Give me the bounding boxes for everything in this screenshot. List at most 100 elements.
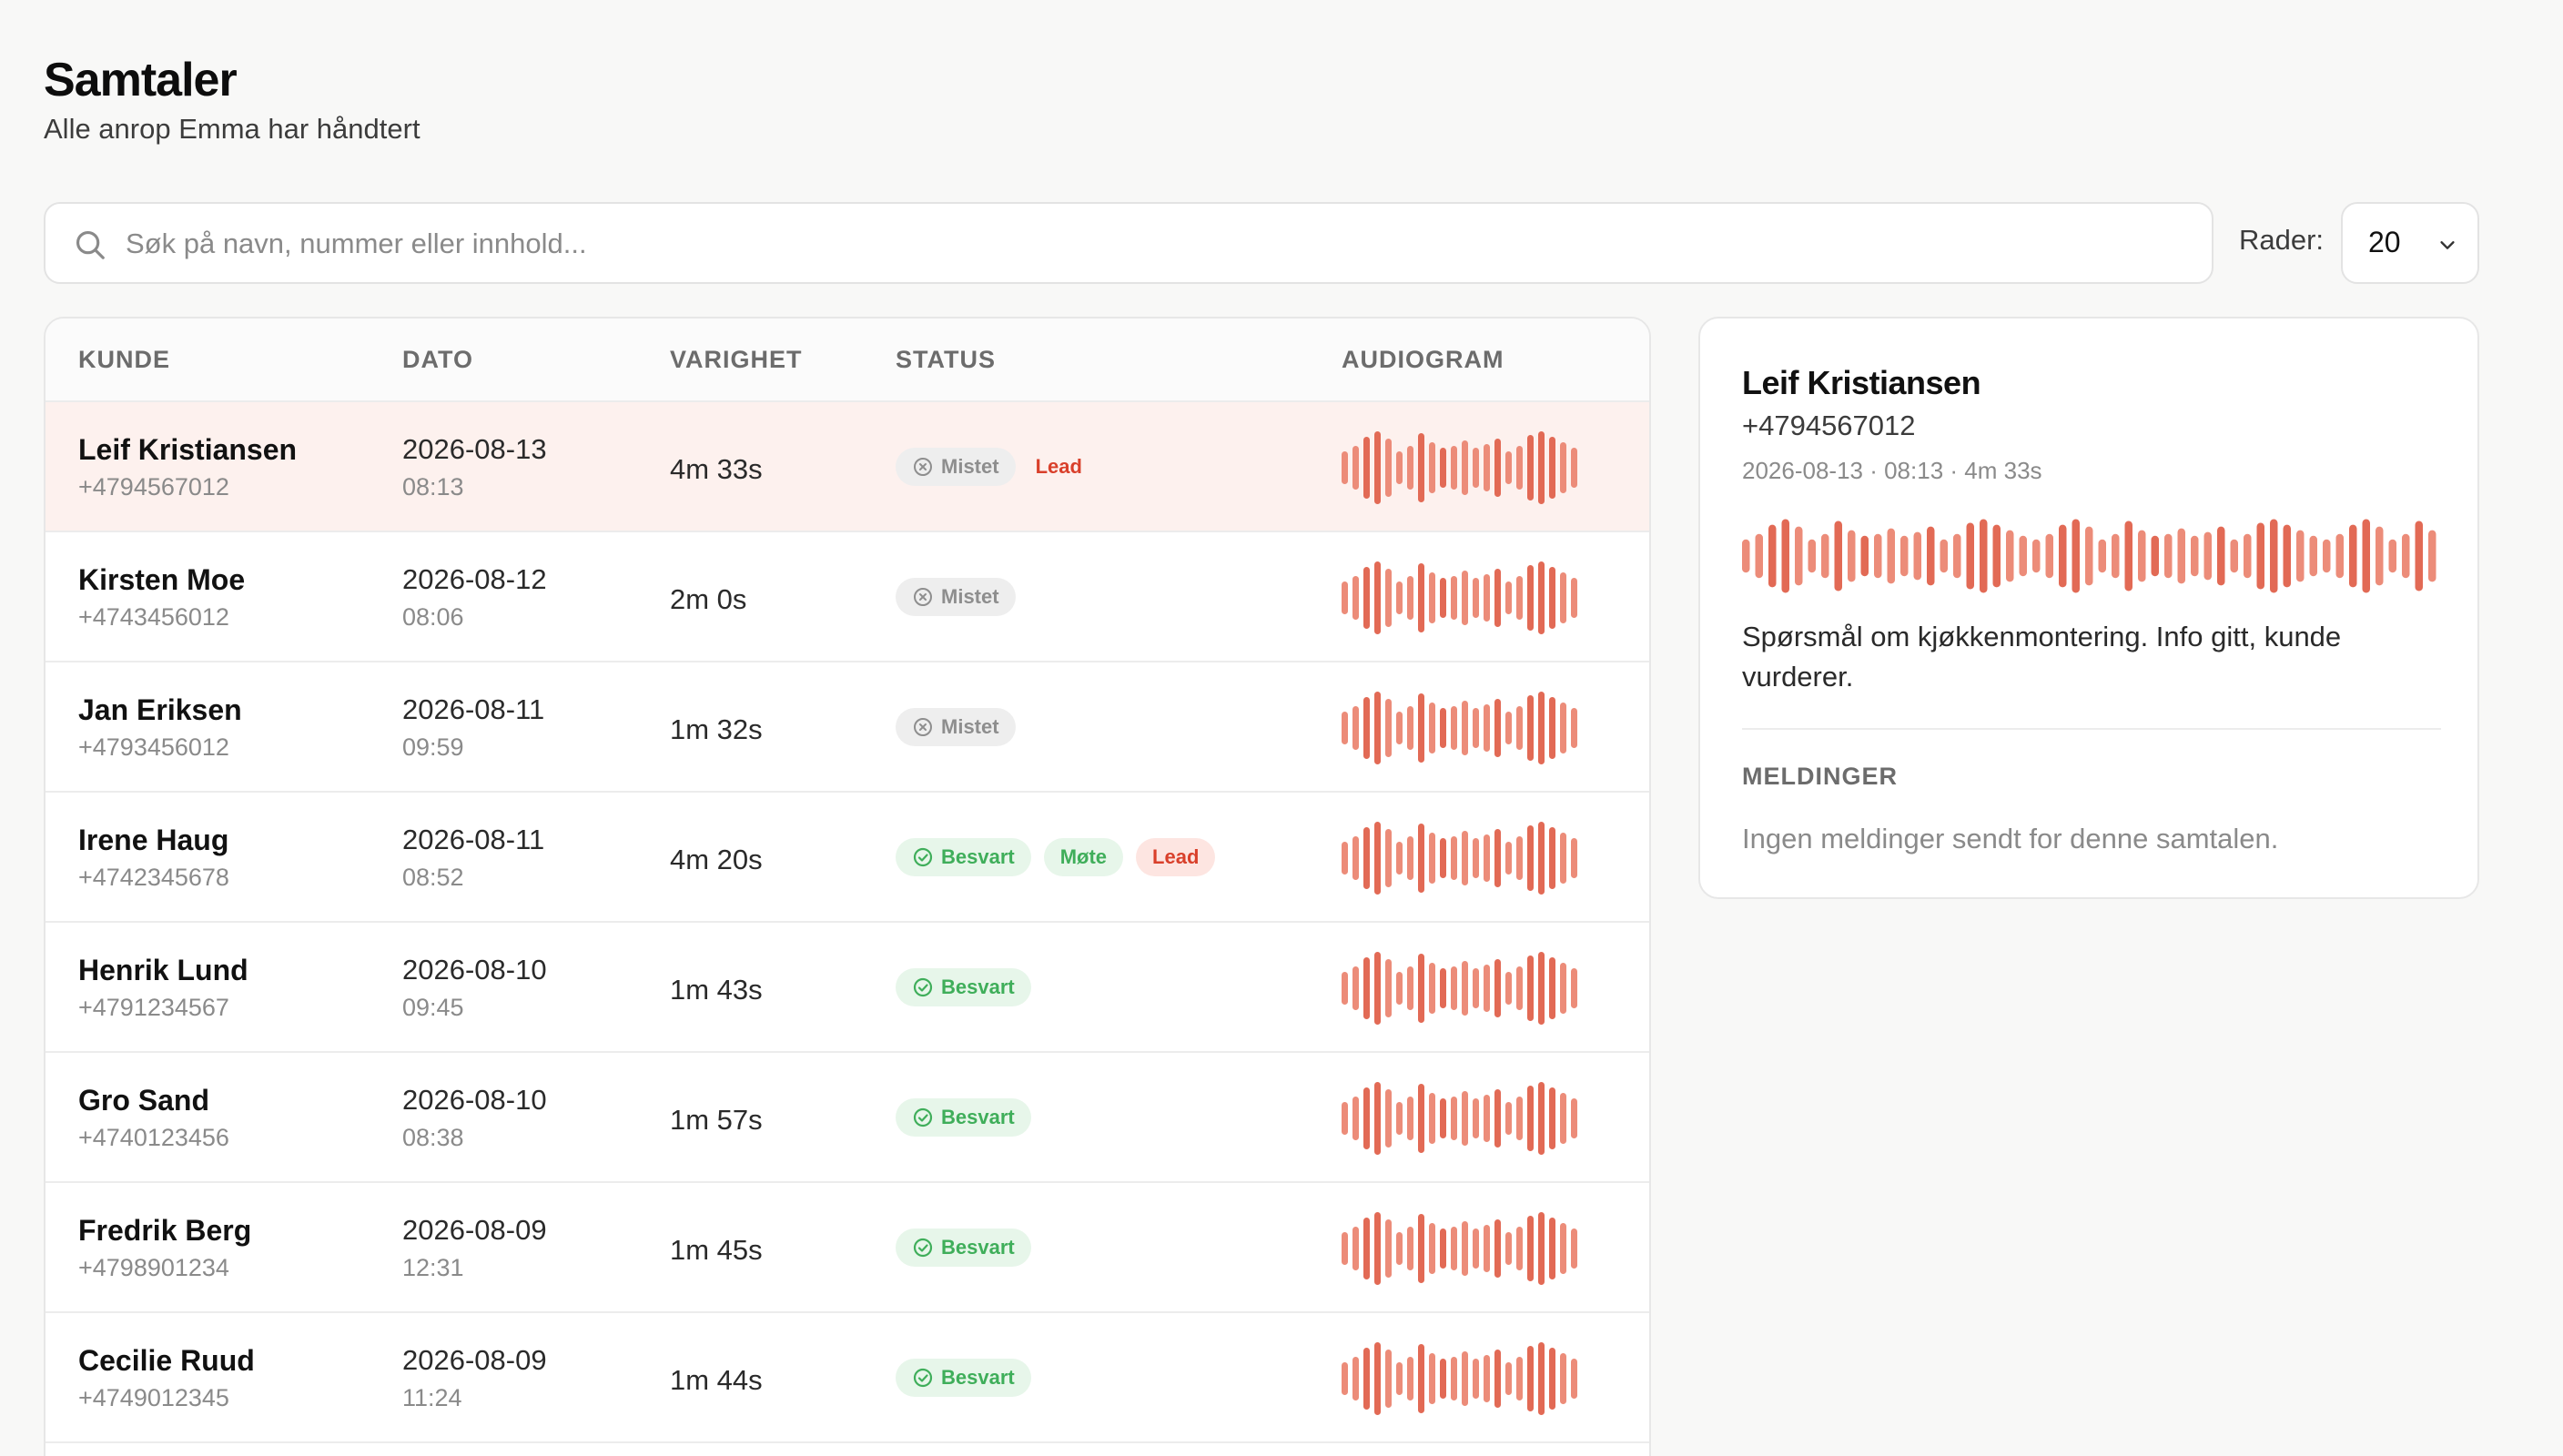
status-cell: Besvart <box>896 968 1031 1006</box>
waveform-bar <box>1396 712 1403 744</box>
waveform-bar <box>1966 522 1974 590</box>
waveform-bar <box>2230 539 2238 573</box>
column-header-status[interactable]: STATUS <box>896 346 996 373</box>
customer-phone: +4794567012 <box>78 473 229 500</box>
status-badge-label: Besvart <box>941 1236 1015 1259</box>
waveform-bar <box>1396 1362 1403 1395</box>
table-row[interactable]: Kirsten Moe +4743456012 2026-08-12 08:06 2m … <box>46 532 1649 662</box>
detail-customer-name: Leif Kristiansen <box>1742 364 1981 401</box>
call-duration: 1m 43s <box>670 974 763 1006</box>
waveform-bar <box>1549 567 1555 629</box>
waveform-bar <box>1505 1102 1512 1135</box>
status-badge: Møte <box>1043 838 1124 876</box>
call-duration: 4m 20s <box>670 844 763 875</box>
row-audiogram[interactable] <box>1342 952 1578 1025</box>
waveform-bar <box>2428 530 2436 582</box>
waveform-bar <box>1451 1097 1457 1140</box>
table-body: Leif Kristiansen +4794567012 2026-08-13 08:… <box>46 402 1649 1443</box>
status-badge-label: Besvart <box>941 845 1015 868</box>
status-badge: Besvart <box>896 1359 1031 1397</box>
call-date: 2026-08-11 <box>402 824 545 855</box>
call-time: 11:24 <box>402 1384 462 1411</box>
waveform-bar <box>1451 836 1457 880</box>
customer-phone: +4749012345 <box>78 1384 229 1411</box>
waveform-bar <box>2191 535 2199 577</box>
status-badge: Lead <box>1028 448 1089 486</box>
table-row[interactable]: Gro Sand +4740123456 2026-08-10 08:38 1m 57s… <box>46 1053 1649 1183</box>
row-audiogram[interactable] <box>1342 431 1578 504</box>
row-audiogram[interactable] <box>1342 822 1578 895</box>
waveform-bar <box>1538 561 1545 634</box>
waveform-bar <box>1834 521 1842 592</box>
status-badge-label: Mistet <box>941 585 999 608</box>
waveform-bar <box>1808 539 1816 573</box>
row-audiogram[interactable] <box>1342 692 1578 764</box>
detail-meta: 2026-08-13 · 08:13 · 4m 33s <box>1742 457 2042 484</box>
waveform-bar <box>2138 530 2146 582</box>
table-row[interactable]: Cecilie Ruud +4749012345 2026-08-09 11:24 1m… <box>46 1313 1649 1443</box>
waveform-bar <box>1874 533 1882 579</box>
search-input[interactable] <box>126 220 2183 268</box>
waveform-bar <box>2006 530 2014 582</box>
waveform-bar <box>1494 829 1501 887</box>
detail-audiogram[interactable] <box>1742 515 2441 597</box>
page-header: Samtaler Alle anrop Emma har håndtert <box>44 51 2479 147</box>
waveform-bar <box>1484 1355 1490 1402</box>
waveform-bar <box>1505 581 1512 614</box>
waveform-bar <box>2376 526 2384 586</box>
row-audiogram[interactable] <box>1342 1082 1578 1155</box>
waveform-bar <box>2402 533 2410 579</box>
waveform-bar <box>1342 972 1348 1005</box>
column-header-audiogram[interactable]: AUDIOGRAM <box>1342 346 1504 373</box>
waveform-bar <box>1494 439 1501 497</box>
call-time: 08:52 <box>402 864 464 891</box>
status-badge: Lead <box>1136 838 1216 876</box>
call-duration: 2m 0s <box>670 583 747 615</box>
waveform-bar <box>1363 437 1370 499</box>
waveform-bar <box>1407 1097 1413 1140</box>
waveform-bar <box>1538 1212 1545 1285</box>
waveform-bar <box>1385 569 1392 627</box>
waveform-bar <box>1418 1214 1424 1283</box>
customer-phone: +4791234567 <box>78 994 229 1021</box>
waveform-bar <box>2164 533 2173 579</box>
row-audiogram[interactable] <box>1342 1212 1578 1285</box>
waveform-bar <box>1505 842 1512 875</box>
waveform-bar <box>1363 957 1370 1019</box>
rows-per-page-select[interactable]: 20 <box>2341 202 2479 284</box>
table-row[interactable]: Henrik Lund +4791234567 2026-08-10 09:45 1m … <box>46 923 1649 1053</box>
waveform-bar <box>1571 708 1577 748</box>
waveform-bar <box>1440 578 1446 618</box>
waveform-bar <box>1781 519 1789 593</box>
waveform-bar <box>1953 533 1961 579</box>
table-row[interactable]: Jan Eriksen +4793456012 2026-08-11 09:59 1m … <box>46 662 1649 793</box>
waveform-bar <box>1473 968 1479 1008</box>
waveform-bar <box>1374 692 1381 764</box>
table-row[interactable]: Irene Haug +4742345678 2026-08-11 08:52 4m 2… <box>46 793 1649 923</box>
waveform-bar <box>1473 1228 1479 1269</box>
waveform-bar <box>1352 1097 1359 1140</box>
waveform-bar <box>1407 1227 1413 1270</box>
search-box[interactable] <box>44 202 2214 284</box>
waveform-bar <box>1527 1346 1534 1411</box>
column-header-customer[interactable]: KUNDE <box>78 346 171 373</box>
table-row[interactable]: Fredrik Berg +4798901234 2026-08-09 12:31 1m… <box>46 1183 1649 1313</box>
waveform-bar <box>1396 581 1403 614</box>
waveform-bar <box>1927 526 1935 586</box>
row-audiogram[interactable] <box>1342 1342 1578 1415</box>
customer-phone: +4742345678 <box>78 864 229 891</box>
waveform-bar <box>1992 524 2001 588</box>
status-badge: Besvart <box>896 1098 1031 1137</box>
row-audiogram[interactable] <box>1342 561 1578 634</box>
call-duration: 1m 44s <box>670 1364 763 1396</box>
call-duration: 1m 45s <box>670 1234 763 1266</box>
waveform-bar <box>2019 535 2027 577</box>
column-header-duration[interactable]: VARIGHET <box>670 346 803 373</box>
waveform-bar <box>1549 437 1555 499</box>
call-date: 2026-08-10 <box>402 1084 547 1116</box>
table-row[interactable]: Leif Kristiansen +4794567012 2026-08-13 08:… <box>46 402 1649 532</box>
waveform-bar <box>1440 448 1446 488</box>
waveform-bar <box>1385 699 1392 757</box>
column-header-date[interactable]: DATO <box>402 346 473 373</box>
status-badge: Mistet <box>896 578 1016 616</box>
